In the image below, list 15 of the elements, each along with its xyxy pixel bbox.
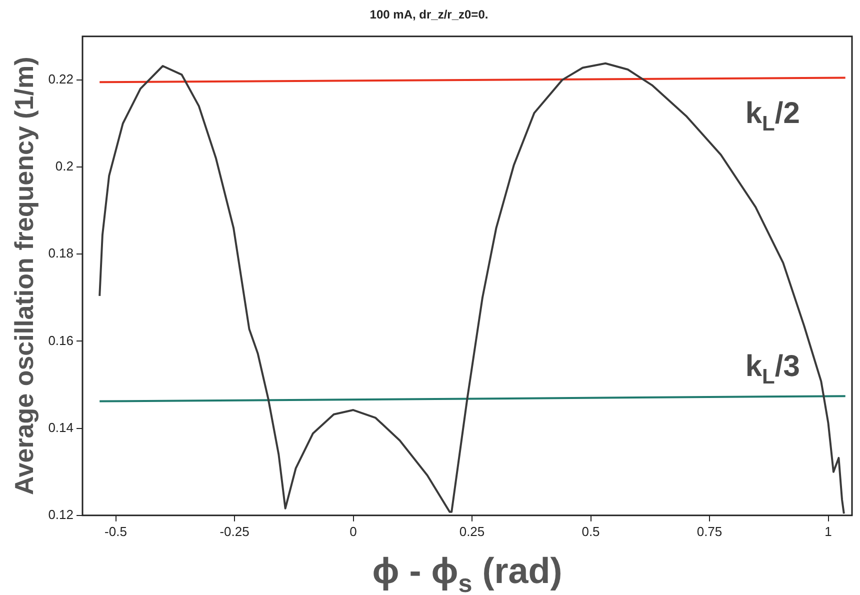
chart-title: 100 mA, dr_z/r_z0=0.	[370, 8, 488, 22]
x-tick-label: 1	[824, 524, 832, 539]
x-tick-label: 0.75	[696, 524, 722, 539]
x-tick-label: -0.5	[104, 524, 127, 539]
x-tick-label: 0	[350, 524, 357, 539]
y-axis-title: Average oscillation frequency (1/m)	[8, 56, 39, 496]
x-tick-label: -0.25	[220, 524, 250, 539]
y-tick-label: 0.22	[48, 72, 74, 87]
y-tick-label: 0.2	[55, 158, 74, 174]
x-tick-label: 0.5	[582, 524, 600, 539]
y-tick-label: 0.16	[48, 332, 74, 348]
y-tick-label: 0.14	[48, 420, 74, 435]
y-tick-label: 0.18	[48, 246, 74, 261]
x-tick-label: 0.25	[459, 524, 485, 539]
y-tick-label: 0.12	[48, 506, 74, 522]
